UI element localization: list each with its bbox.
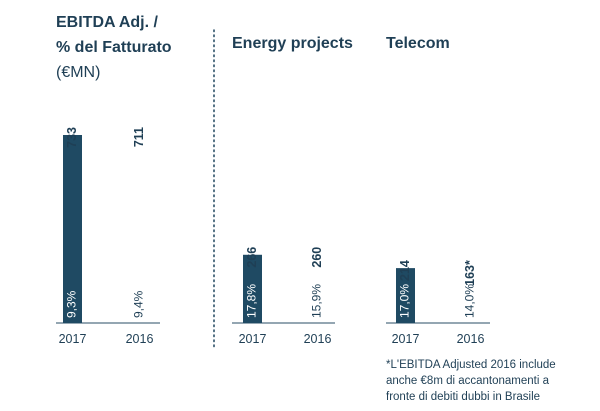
chart-2-tick-label-2017: 2017 xyxy=(392,332,420,346)
chart-2-margin-label-2017: 17,0% xyxy=(398,284,412,318)
chart-1-margin-label-2017: 17,8% xyxy=(245,284,259,318)
chart-0-tick-label-2017: 2017 xyxy=(59,332,87,346)
footnote: *L'EBITDA Adjusted 2016 include anche €8… xyxy=(386,357,596,405)
chart-1-tick-label-2016: 2016 xyxy=(304,332,332,346)
energy-projects-title: Energy projects xyxy=(232,35,353,52)
chart-0-bar-2017 xyxy=(63,135,82,323)
footnote-line-2: anche €8m di accantonamenti a xyxy=(386,375,550,387)
footnote-line-3: fronte di debiti dubbi in Brasile xyxy=(386,391,541,403)
unit-label: (€MN) xyxy=(56,64,101,81)
telecom-title: Telecom xyxy=(386,35,450,52)
chart-1-margin-label-2016: 15,9% xyxy=(310,284,324,318)
chart-0-margin-label-2016: 9,4% xyxy=(132,290,146,318)
chart-2-value-label-2017: 214 xyxy=(398,260,412,281)
chart-0-value-label-2016: 711 xyxy=(132,127,146,147)
chart-2-margin-label-2016: 14,0% xyxy=(463,284,477,318)
chart-2-value-label-2016: 163* xyxy=(463,260,477,286)
chart-2-tick-label-2016: 2016 xyxy=(457,332,485,346)
chart-2-bar-2017 xyxy=(396,268,415,323)
main-title-line2: % del Fatturato xyxy=(56,39,172,56)
footnote-line-1: *L'EBITDA Adjusted 2016 include xyxy=(386,359,556,371)
chart-1-value-label-2017: 266 xyxy=(245,247,259,268)
chart-1-value-label-2016: 260 xyxy=(310,247,324,268)
main-chart-title: EBITDA Adj. / % del Fatturato (€MN) xyxy=(56,10,172,85)
chart-0-margin-label-2017: 9,3% xyxy=(65,290,79,318)
chart-0-value-label-2017: 733 xyxy=(65,127,79,148)
main-title-line1: EBITDA Adj. / xyxy=(56,14,158,31)
chart-0-tick-label-2016: 2016 xyxy=(126,332,154,346)
chart-1-tick-label-2017: 2017 xyxy=(239,332,267,346)
chart-1-bar-2017 xyxy=(243,254,262,323)
